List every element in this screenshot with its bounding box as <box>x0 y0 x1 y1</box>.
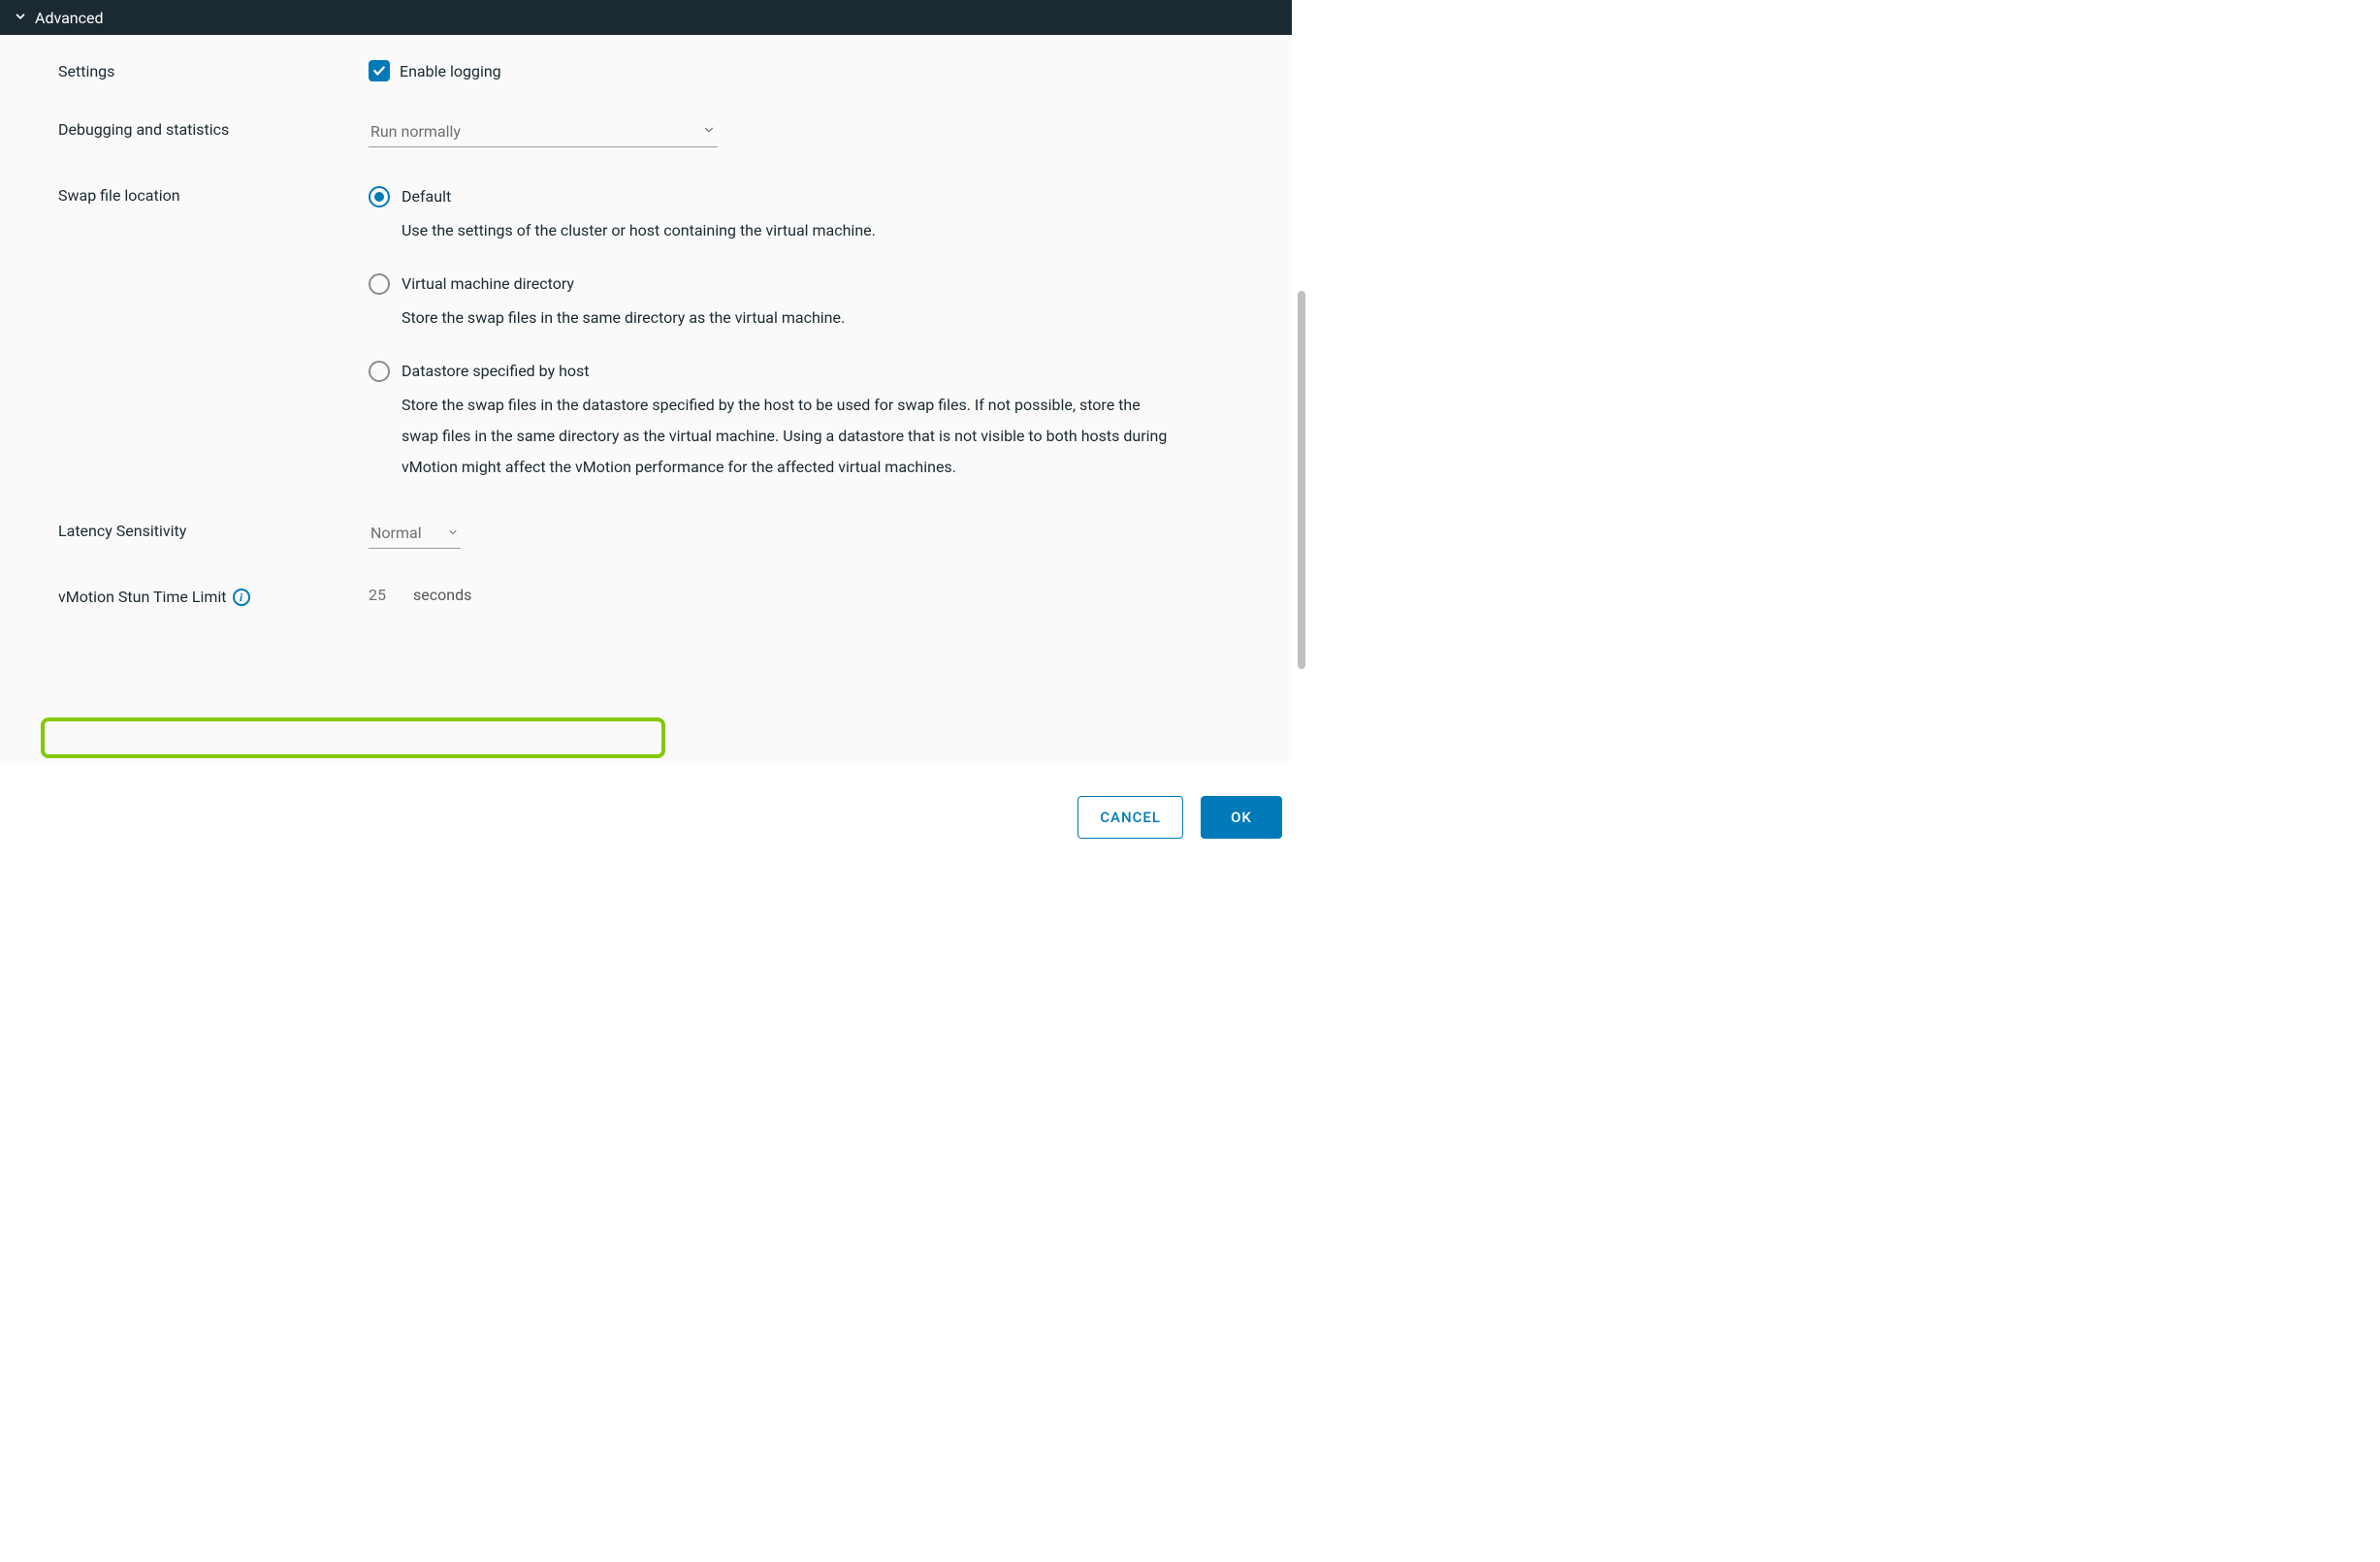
debug-label: Debugging and statistics <box>58 118 369 139</box>
info-icon[interactable]: i <box>233 589 250 606</box>
stun-label-wrap: vMotion Stun Time Limit i <box>58 586 369 606</box>
swap-option-vm-directory[interactable]: Virtual machine directory Store the swap… <box>369 271 1203 349</box>
stun-label: vMotion Stun Time Limit <box>58 588 227 606</box>
dialog-footer: CANCEL OK <box>0 774 1311 861</box>
debug-row: Debugging and statistics Run normally <box>58 118 1292 147</box>
swap-option-desc: Store the swap files in the datastore sp… <box>402 390 1177 483</box>
advanced-section-header[interactable]: Advanced <box>0 0 1292 35</box>
enable-logging-checkbox[interactable]: Enable logging <box>369 60 1203 81</box>
swap-row: Swap file location Default Use the setti… <box>58 184 1292 483</box>
enable-logging-label: Enable logging <box>400 62 501 80</box>
radio-unselected-icon <box>369 273 390 295</box>
stun-time-input[interactable]: 25 seconds <box>369 586 1203 604</box>
swap-label: Swap file location <box>58 184 369 205</box>
latency-row: Latency Sensitivity Normal <box>58 520 1292 549</box>
swap-option-title: Virtual machine directory <box>402 271 1203 297</box>
checkbox-checked-icon <box>369 60 390 81</box>
chevron-down-icon <box>14 9 27 27</box>
swap-option-desc: Store the swap files in the same directo… <box>402 303 1177 334</box>
swap-option-desc: Use the settings of the cluster or host … <box>402 215 1177 246</box>
swap-radio-group: Default Use the settings of the cluster … <box>369 184 1203 483</box>
advanced-section-body: Settings Enable logging Debugging and st… <box>0 35 1292 645</box>
debug-mode-select[interactable]: Run normally <box>369 118 718 147</box>
latency-select[interactable]: Normal <box>369 520 461 549</box>
settings-pane: Advanced Settings Enable logging Debuggi… <box>0 0 1292 761</box>
stun-value: 25 <box>369 586 386 604</box>
stun-unit: seconds <box>413 586 471 604</box>
cancel-button-label: CANCEL <box>1100 809 1161 826</box>
chevron-down-icon <box>447 524 459 542</box>
swap-option-title: Datastore specified by host <box>402 359 1203 384</box>
settings-row: Settings Enable logging <box>58 60 1292 81</box>
swap-option-datastore[interactable]: Datastore specified by host Store the sw… <box>369 359 1203 483</box>
swap-option-default[interactable]: Default Use the settings of the cluster … <box>369 184 1203 262</box>
swap-option-title: Default <box>402 184 1203 209</box>
stun-row: vMotion Stun Time Limit i 25 seconds <box>58 586 1292 606</box>
latency-label: Latency Sensitivity <box>58 520 369 540</box>
radio-selected-icon <box>369 186 390 207</box>
section-title: Advanced <box>35 9 104 27</box>
settings-label: Settings <box>58 60 369 80</box>
debug-selected-value: Run normally <box>370 122 461 141</box>
cancel-button[interactable]: CANCEL <box>1077 796 1183 839</box>
dialog-viewport: Advanced Settings Enable logging Debuggi… <box>0 0 1311 861</box>
scrollbar-thumb[interactable] <box>1298 291 1305 669</box>
chevron-down-icon <box>702 122 716 141</box>
radio-unselected-icon <box>369 361 390 382</box>
latency-selected-value: Normal <box>370 524 422 542</box>
ok-button[interactable]: OK <box>1201 796 1282 839</box>
ok-button-label: OK <box>1231 809 1252 826</box>
